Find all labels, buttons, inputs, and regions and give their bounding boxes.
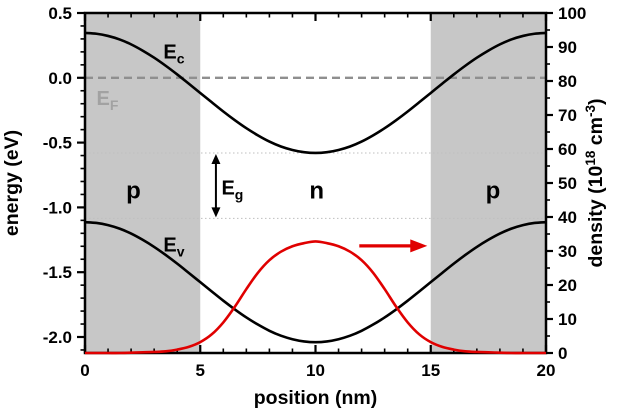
region-label-p: p [126,178,141,205]
valence-band-curve [84,220,547,344]
density-arrow-head [410,239,428,253]
y-right-tick-label: 70 [558,106,577,125]
y-right-tick-label: 0 [558,344,567,363]
y-left-tick-label: -1.5 [43,263,72,282]
y-right-axis-title: density (1018 cm-3) [583,98,607,267]
x-tick-label: 20 [537,361,556,380]
x-tick-label: 0 [80,361,89,380]
valence-band-label: Ev [163,234,184,259]
y-left-tick-label: -2.0 [43,328,72,347]
y-left-tick-label: -1.0 [43,198,72,217]
x-tick-label: 15 [421,361,440,380]
p-region-shading [430,13,546,353]
region-label-n: n [309,178,324,205]
y-right-tick-label: 20 [558,276,577,295]
conduction-band-curve [84,31,547,155]
y-right-tick-label: 80 [558,72,577,91]
y-right-tick-label: 60 [558,140,577,159]
band-gap-arrow-head-down [211,207,221,218]
charge-density-curve [85,240,546,355]
y-right-tick-label: 10 [558,310,577,329]
x-axis-title: position (nm) [254,387,377,409]
band-gap-arrow-head-up [211,153,221,164]
y-right-tick-label: 50 [558,174,577,193]
y-left-tick-label: 0.0 [48,69,72,88]
x-tick-label: 10 [306,361,325,380]
y-right-tick-label: 40 [558,208,577,227]
fermi-level-label: EF [97,88,119,113]
y-left-axis-title: energy (eV) [1,130,23,236]
y-right-tick-label: 90 [558,38,577,57]
region-label-p: p [486,178,501,205]
p-region-shading [85,13,201,353]
x-tick-label: 5 [196,361,205,380]
y-left-tick-label: 0.5 [48,4,72,23]
y-right-tick-label: 30 [558,242,577,261]
y-right-tick-label: 100 [558,4,586,23]
y-left-tick-label: -0.5 [43,134,72,153]
conduction-band-label: Ec [163,41,184,66]
band-gap-label: Eg [221,177,243,202]
